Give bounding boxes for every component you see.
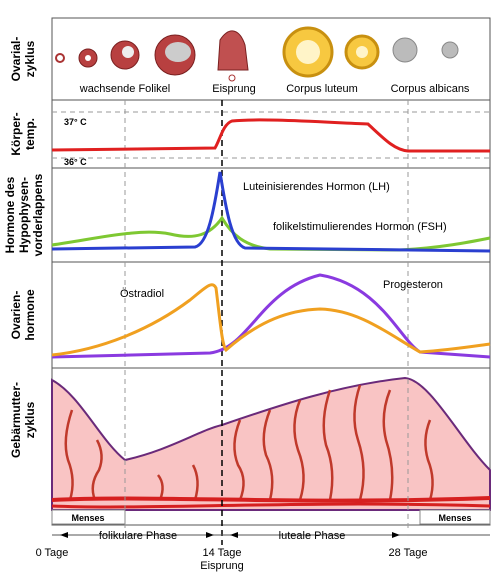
- panel-label: Ovarien-: [9, 291, 23, 340]
- phase-label: folikulare Phase: [99, 530, 177, 542]
- decoration: [356, 46, 368, 58]
- panel-label: zyklus: [23, 40, 37, 77]
- phase-label: luteale Phase: [279, 530, 346, 542]
- decoration: [424, 419, 434, 501]
- decoration: [91, 439, 103, 501]
- follicle-icons: [55, 26, 459, 82]
- decoration: [55, 53, 65, 63]
- menses-box: [51, 509, 126, 525]
- endometrium: [51, 376, 491, 511]
- estradiol-curve: [51, 283, 491, 357]
- basal-vessel: [51, 496, 491, 503]
- decoration: [122, 46, 134, 58]
- decoration: [392, 37, 418, 63]
- decoration: [262, 409, 274, 501]
- decoration: [441, 41, 459, 59]
- panel-label: Gebärmutter-: [9, 382, 23, 458]
- lh-curve: [51, 171, 491, 253]
- decoration: [293, 399, 305, 501]
- hormone-label: folikelstimulierendes Hormon (FSH): [273, 221, 447, 233]
- panel-label: Körper-: [9, 112, 23, 155]
- decoration: [353, 384, 365, 501]
- decoration: [296, 40, 320, 64]
- temperature-curve: [51, 118, 490, 153]
- basal-vessel: [51, 502, 491, 509]
- day-label: Eisprung: [200, 560, 243, 572]
- decoration: [382, 389, 394, 501]
- decoration: [64, 409, 74, 501]
- menses-label: Menses: [438, 513, 471, 523]
- fsh-curve: [51, 215, 491, 252]
- stage-label: Corpus albicans: [391, 83, 470, 95]
- panel-label: Ovarial-: [9, 37, 23, 82]
- decoration: [165, 42, 191, 62]
- decoration: [85, 55, 91, 61]
- day-label: 14 Tage: [203, 547, 242, 559]
- panel-label: vorderlappens: [31, 173, 45, 256]
- stage-label: Eisprung: [212, 83, 255, 95]
- menses-label: Menses: [71, 513, 104, 523]
- stage-label: wachsende Folikel: [79, 83, 171, 95]
- stage-label: Corpus luteum: [286, 83, 358, 95]
- spiral-arteries: [64, 384, 434, 501]
- phase-arrows: [60, 532, 400, 538]
- decoration: [217, 30, 249, 71]
- day-label: 0 Tage: [36, 547, 69, 559]
- hormone-label: Luteinisierendes Hormon (LH): [243, 181, 390, 193]
- hormone-label: Östradiol: [120, 288, 164, 300]
- panel-label: Hormone des: [3, 176, 17, 253]
- hormone-label: Progesteron: [383, 279, 443, 291]
- day-label: 28 Tage: [389, 547, 428, 559]
- panel-label: Hypophysen-: [17, 177, 31, 253]
- panel-label: hormone: [23, 289, 37, 341]
- decoration: [233, 419, 245, 501]
- temp-label: 36° C: [64, 157, 87, 167]
- panel-labels: Ovarial- zyklus Körper- temp. Hormone de…: [3, 37, 45, 458]
- decoration: [322, 389, 334, 501]
- temp-label: 37° C: [64, 117, 87, 127]
- panel-label: temp.: [23, 118, 37, 150]
- menses-box: [419, 509, 491, 525]
- panel-label: zyklus: [23, 401, 37, 438]
- decoration: [191, 464, 199, 501]
- decoration: [228, 74, 236, 82]
